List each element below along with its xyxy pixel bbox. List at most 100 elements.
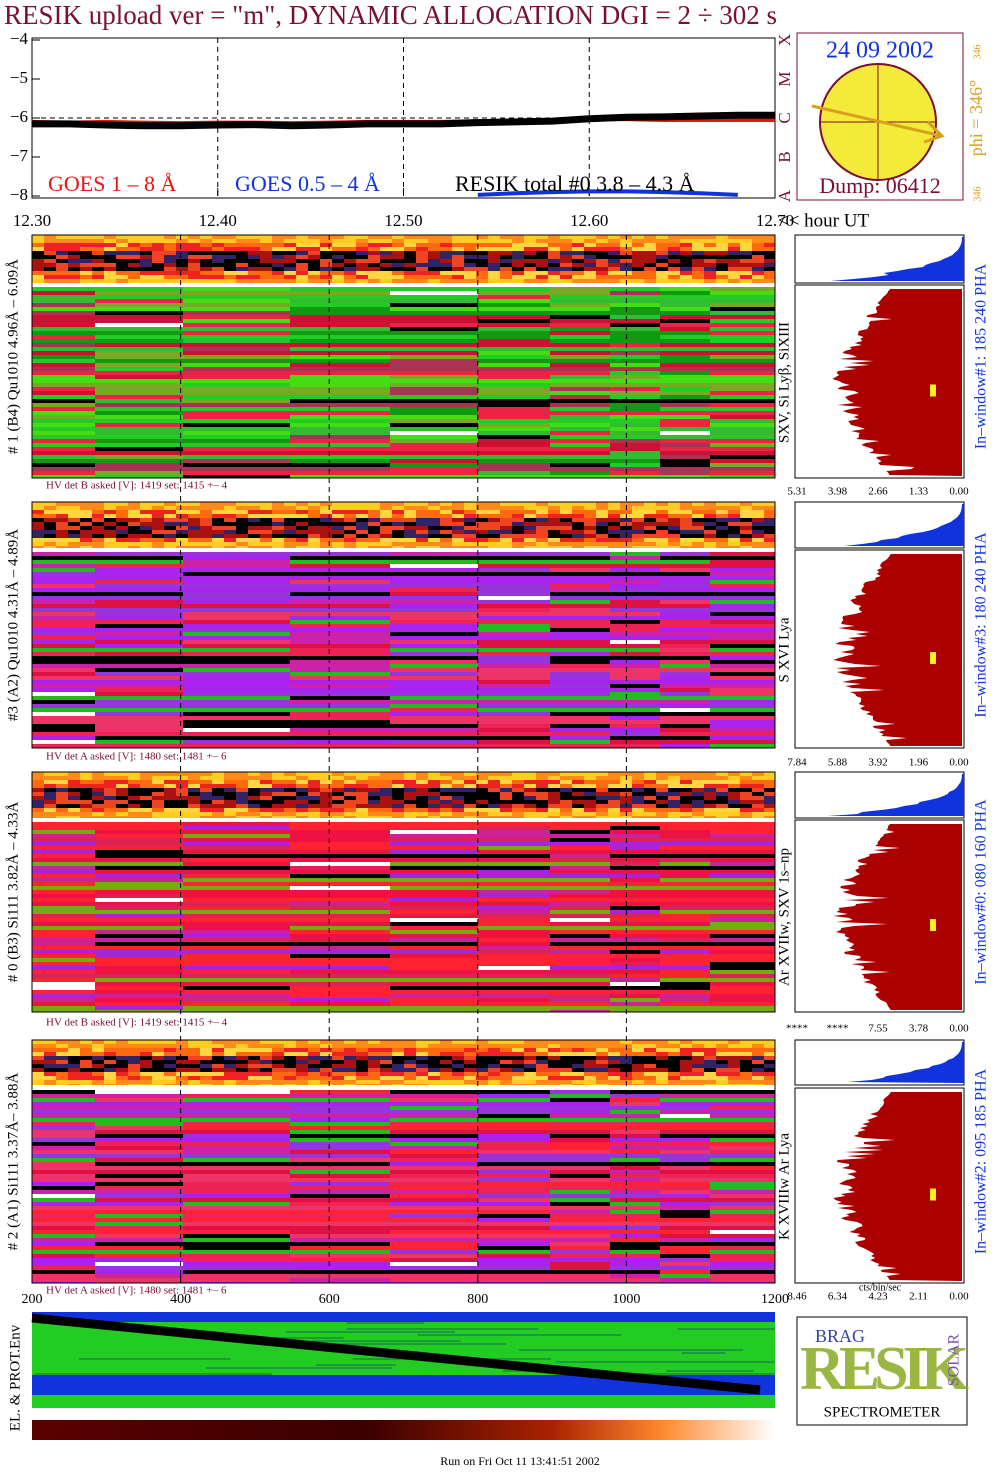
strip-cell — [392, 267, 404, 271]
strip-cell — [704, 267, 716, 271]
spectrum-cell — [478, 411, 550, 415]
spectrum-cell — [390, 656, 478, 660]
spectrum-cell — [710, 335, 775, 339]
strip-cell — [296, 788, 308, 792]
hv-info: HV det B asked [V]: 1419 set: 1415 +– 4 — [46, 1017, 228, 1029]
spectrum-cell — [183, 1202, 290, 1206]
spectrum-cell — [290, 838, 390, 842]
spectrum-cell — [660, 1126, 710, 1130]
strip-cell — [536, 784, 548, 788]
spectrum-cell — [290, 902, 390, 906]
strip-cell — [740, 239, 752, 243]
strip-cell — [332, 263, 344, 267]
strip-cell — [728, 772, 740, 776]
spectrum-cell — [95, 910, 183, 914]
spectrum-cell — [610, 704, 660, 708]
strip-cell — [272, 1040, 284, 1044]
strip-cell — [392, 279, 404, 283]
strip-cell — [104, 1072, 116, 1076]
strip-cell — [236, 522, 248, 526]
spectrum-cell — [390, 299, 478, 303]
panel-label: #3 (A2) Qu1010 4.31Å – 4.89Å — [5, 529, 21, 721]
strip-cell — [584, 1040, 596, 1044]
spectrum-cell — [95, 656, 183, 660]
spectrum-cell — [32, 592, 95, 596]
spectrum-cell — [32, 423, 95, 427]
spectrum-cell — [710, 355, 775, 359]
spectrum-cell — [610, 926, 660, 930]
spectrum-cell — [390, 994, 478, 998]
strip-cell — [356, 1064, 368, 1068]
spectrum-cell — [290, 954, 390, 958]
strip-cell — [644, 776, 656, 780]
strip-cell — [260, 1080, 272, 1084]
strip-cell — [392, 1052, 404, 1056]
strip-cell — [116, 251, 128, 255]
strip-cell — [680, 542, 692, 546]
spectrum-cell — [478, 1270, 550, 1274]
strip-cell — [188, 271, 200, 275]
strip-cell — [680, 255, 692, 259]
strip-cell — [236, 506, 248, 510]
strip-cell — [176, 506, 188, 510]
strip-cell — [56, 510, 68, 514]
strip-cell — [716, 255, 728, 259]
spectrum-cell — [478, 1214, 550, 1218]
strip-cell — [68, 538, 80, 542]
spectrum-cell — [610, 303, 660, 307]
spectrum-cell — [660, 878, 710, 882]
strip-cell — [428, 514, 440, 518]
strip-cell — [488, 780, 500, 784]
spectrum-cell — [550, 716, 610, 720]
spectrum-cell — [290, 986, 390, 990]
spectrum-cell — [550, 982, 610, 986]
spectrum-cell — [478, 898, 550, 902]
spectrum-cell — [32, 319, 95, 323]
strip-cell — [764, 1068, 775, 1072]
strip-cell — [152, 267, 164, 271]
spectrum-cell — [32, 459, 95, 463]
strip-cell — [176, 259, 188, 263]
spectrum-cell — [183, 1174, 290, 1178]
strip-cell — [560, 243, 572, 247]
spectrum-cell — [95, 339, 183, 343]
spectrum-cell — [32, 311, 95, 315]
spectrum-cell — [183, 576, 290, 580]
strip-cell — [248, 239, 260, 243]
spectrum-cell — [290, 624, 390, 628]
strip-cell — [596, 259, 608, 263]
strip-cell — [392, 534, 404, 538]
spectrum-cell — [95, 716, 183, 720]
spectrum-cell — [610, 886, 660, 890]
hist-small — [827, 774, 964, 816]
spectrum-cell — [660, 303, 710, 307]
strip-cell — [596, 538, 608, 542]
spectrum-cell — [95, 572, 183, 576]
spectrum-cell — [183, 712, 290, 716]
strip-cell — [368, 808, 380, 812]
strip-cell — [608, 1072, 620, 1076]
strip-cell — [92, 239, 104, 243]
spectrum-cell — [710, 684, 775, 688]
spectrum-cell — [390, 1130, 478, 1134]
strip-cell — [296, 542, 308, 546]
spectrum-cell — [660, 564, 710, 568]
strip-cell — [152, 538, 164, 542]
spectrum-cell — [290, 347, 390, 351]
strip-cell — [356, 530, 368, 534]
strip-cell — [284, 538, 296, 542]
spectrum-cell — [550, 1186, 610, 1190]
strip-cell — [332, 502, 344, 506]
strip-cell — [428, 1052, 440, 1056]
strip-cell — [236, 780, 248, 784]
spectrum-cell — [95, 982, 183, 986]
strip-cell — [248, 1068, 260, 1072]
spectrum-cell — [610, 1122, 660, 1126]
strip-cell — [56, 502, 68, 506]
strip-cell — [56, 275, 68, 279]
spectrum-cell — [478, 656, 550, 660]
strip-cell — [440, 275, 452, 279]
spectrum-cell — [710, 1010, 775, 1012]
spectrum-cell — [660, 736, 710, 740]
spectrum-cell — [550, 970, 610, 974]
